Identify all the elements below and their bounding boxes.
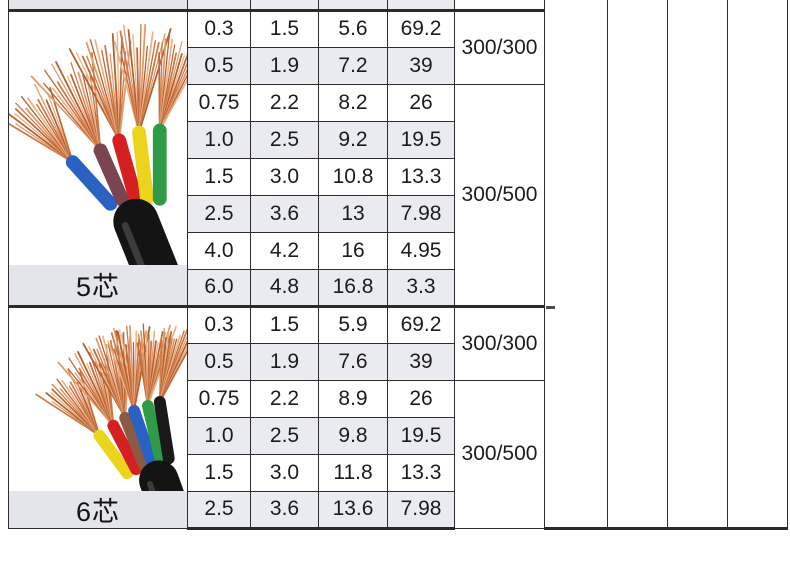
spec-cell-size: 1.0: [187, 416, 251, 455]
empty-column: [607, 0, 668, 530]
empty-column: [544, 0, 608, 530]
spec-cell-size: 0.75: [187, 379, 251, 418]
spec-cell-value: 4.95: [387, 231, 455, 270]
voltage-cell: 300/300: [454, 9, 545, 85]
core-count-band: 6芯: [9, 490, 187, 527]
spec-cell-value: 2.5: [250, 120, 319, 159]
spec-cell-value: 2.5: [250, 416, 319, 455]
spec-row: 6.0 4.8 16.8 3.3: [9, 268, 788, 307]
spec-row: 0.75 2.2 8.9 26 300/500: [9, 379, 788, 529]
spec-cell-size: 0.5: [187, 46, 251, 85]
spec-cell-value: 1.5: [250, 9, 319, 48]
spec-cell-value: 5.6: [318, 9, 388, 48]
spec-row: 6芯 0.3 1.5 5.9 69.2 300/300: [8, 304, 788, 529]
spec-cell-value: 1.9: [250, 46, 319, 85]
spec-cell-size: 0.75: [187, 83, 251, 122]
spec-cell-value: 16.8: [318, 268, 388, 307]
spec-row: 4.0 4.2 16 4.95: [9, 231, 788, 270]
spec-cell-value: 13.6: [318, 490, 388, 530]
empty-column: [667, 0, 728, 530]
spec-cell-value: 9.2: [318, 120, 388, 159]
spec-cell-value: 4.2: [250, 231, 319, 270]
sliver-cell: [454, 0, 545, 12]
core-count-label: 5芯: [75, 272, 121, 302]
spec-cell-value: 69.2: [387, 9, 455, 48]
cable-5-core-photo: [9, 11, 187, 265]
spec-cell-size: 0.3: [187, 304, 251, 344]
spec-cell-size: 1.5: [187, 157, 251, 196]
spec-cell-value: 11.8: [318, 453, 388, 492]
spec-cell-value: 3.0: [250, 157, 319, 196]
spec-cell-value: 10.8: [318, 157, 388, 196]
sliver-row: [8, 0, 788, 530]
spec-row: 5芯 0.3 1.5 5.6 69.2 300/300: [8, 9, 788, 307]
core-count-band: 5芯: [9, 264, 187, 305]
voltage-cell: 300/500: [454, 83, 545, 307]
sliver-cell: [387, 0, 455, 12]
divider-tick: [546, 306, 555, 309]
voltage-cell: 300/300: [454, 304, 545, 381]
spec-cell-size: 2.5: [187, 194, 251, 233]
spec-cell-value: 7.98: [387, 490, 455, 530]
spec-cell-value: 13.3: [387, 453, 455, 492]
sliver-cell: [8, 0, 188, 12]
spec-cell-value: 19.5: [387, 120, 455, 159]
spec-cell-size: 4.0: [187, 231, 251, 270]
spec-cell-value: 26: [387, 83, 455, 122]
spec-cell-size: 0.5: [187, 342, 251, 381]
spec-row: 2.5 3.6 13.6 7.98: [9, 490, 788, 530]
spec-cell-value: 39: [387, 46, 455, 85]
spec-cell-value: 26: [387, 379, 455, 418]
spec-cell-value: 7.2: [318, 46, 388, 85]
spec-cell-size: 1.0: [187, 120, 251, 159]
spec-cell-value: 5.9: [318, 304, 388, 344]
spec-cell-value: 3.0: [250, 453, 319, 492]
core-count-label: 6芯: [75, 496, 121, 527]
spec-cell-value: 19.5: [387, 416, 455, 455]
spec-cell-value: 7.6: [318, 342, 388, 381]
spec-cell-value: 13.3: [387, 157, 455, 196]
spec-cell-size: 2.5: [187, 490, 251, 530]
spec-cell-value: 7.98: [387, 194, 455, 233]
voltage-cell: 300/500: [454, 379, 545, 529]
spec-cell-size: 0.3: [187, 9, 251, 48]
sliver-cell: [250, 0, 319, 12]
spec-cell-value: 2.2: [250, 83, 319, 122]
cable-spec-table: 5芯 0.3 1.5 5.6 69.2 300/300 0.5 1.9 7.2 …: [8, 0, 788, 530]
spec-cell-value: 1.5: [250, 304, 319, 344]
cable-image-cell: 6芯: [8, 304, 188, 529]
spec-cell-value: 69.2: [387, 304, 455, 344]
sliver-cell: [187, 0, 251, 12]
spec-cell-value: 16: [318, 231, 388, 270]
spec-cell-value: 4.8: [250, 268, 319, 307]
empty-column: [727, 0, 788, 530]
spec-row: 2.5 3.6 13 7.98: [9, 194, 788, 233]
spec-cell-value: 9.8: [318, 416, 388, 455]
spec-row: 0.75 2.2 8.2 26 300/500: [9, 83, 788, 307]
sliver-cell: [318, 0, 388, 12]
spec-row: 1.0 2.5 9.2 19.5: [9, 120, 788, 159]
spec-cell-size: 1.5: [187, 453, 251, 492]
spec-row: 1.5 3.0 10.8 13.3: [9, 157, 788, 196]
cable-image-cell: 5芯: [8, 9, 188, 307]
spec-row: 1.0 2.5 9.8 19.5: [9, 416, 788, 455]
spec-cell-value: 39: [387, 342, 455, 381]
spec-cell-value: 1.9: [250, 342, 319, 381]
spec-cell-value: 3.6: [250, 490, 319, 530]
spec-cell-value: 8.9: [318, 379, 388, 418]
spec-cell-size: 6.0: [187, 268, 251, 307]
spec-cell-value: 2.2: [250, 379, 319, 418]
spec-cell-value: 8.2: [318, 83, 388, 122]
cable-6-core-photo: [9, 309, 187, 491]
spec-cell-value: 13: [318, 194, 388, 233]
spec-cell-value: 3.3: [387, 268, 455, 307]
spec-cell-value: 3.6: [250, 194, 319, 233]
spec-row: 1.5 3.0 11.8 13.3: [9, 453, 788, 492]
